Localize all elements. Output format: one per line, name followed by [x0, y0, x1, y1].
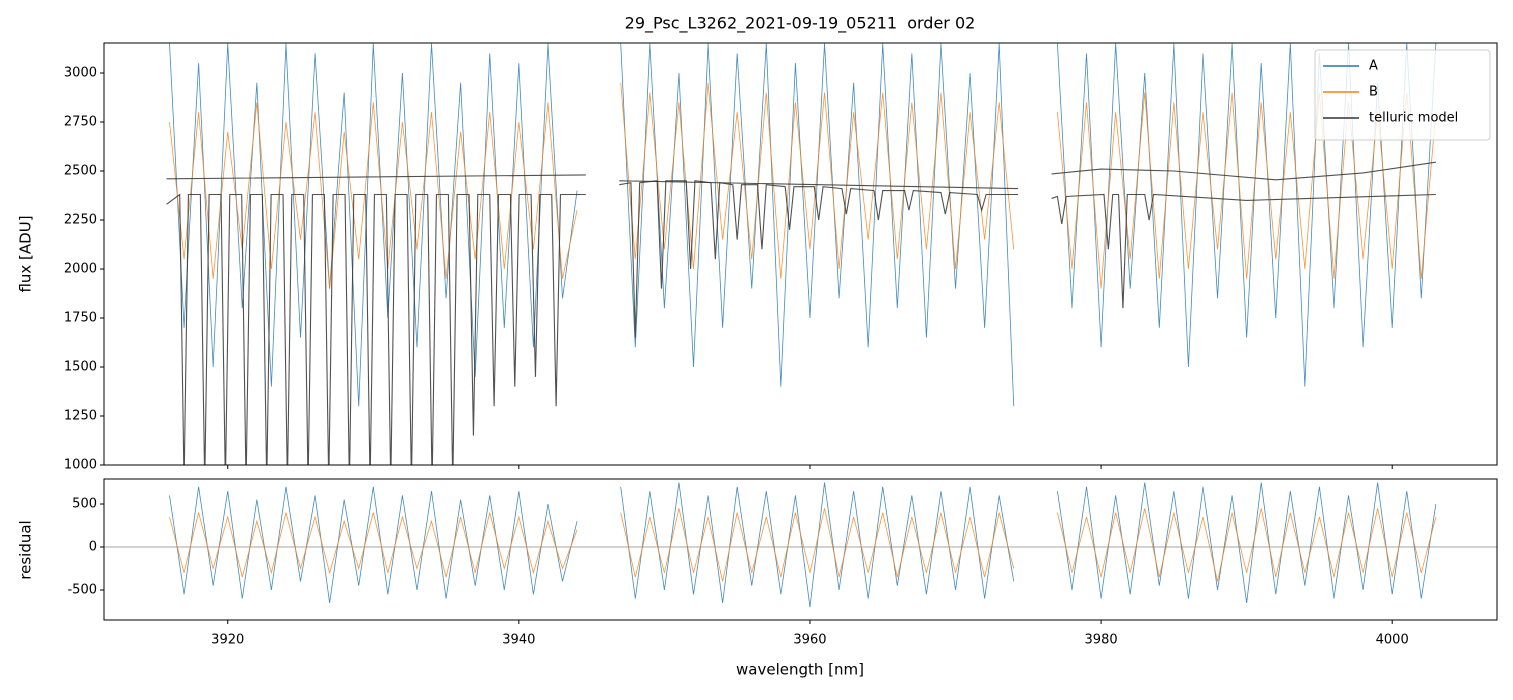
legend-box [1314, 49, 1491, 141]
x-tick-label: 3940 [502, 633, 535, 648]
y-axis-label: flux [ADU] [17, 215, 35, 292]
plot-area [166, 43, 1437, 465]
y-tick-label: 1750 [64, 310, 97, 325]
y-tick-label: 2250 [64, 212, 97, 227]
x-tick-label: 3960 [793, 633, 826, 648]
x-tick-label: 4000 [1376, 633, 1409, 648]
series-line [169, 482, 1437, 608]
series-line [169, 508, 1437, 582]
y-tick-label: 500 [72, 497, 97, 512]
series-line [166, 161, 1436, 190]
y-tick-label: -500 [67, 582, 97, 597]
x-tick-label: 3920 [211, 633, 244, 648]
y-axis-label: residual [17, 520, 35, 579]
x-axis-label: wavelength [nm] [736, 661, 864, 679]
y-tick-label: 2000 [64, 261, 97, 276]
axes-frame [103, 478, 1498, 621]
y-tick-label: 3000 [64, 65, 97, 80]
legend-label: A [1369, 59, 1378, 74]
axes-frame [103, 42, 1498, 466]
y-tick-label: 2750 [64, 114, 97, 129]
plot-area [169, 482, 1437, 608]
legend-label: telluric model [1369, 111, 1458, 126]
chart-title: 29_Psc_L3262_2021-09-19_05211 order 02 [625, 14, 976, 34]
y-tick-label: 1500 [64, 359, 97, 374]
legend-label: B [1369, 85, 1378, 100]
y-tick-label: 1250 [64, 408, 97, 423]
y-tick-label: 1000 [64, 458, 97, 473]
series-line [166, 180, 1436, 465]
series-line [169, 43, 1437, 407]
x-tick-label: 3980 [1085, 633, 1118, 648]
y-tick-label: 2500 [64, 163, 97, 178]
y-tick-label: 0 [89, 540, 97, 555]
